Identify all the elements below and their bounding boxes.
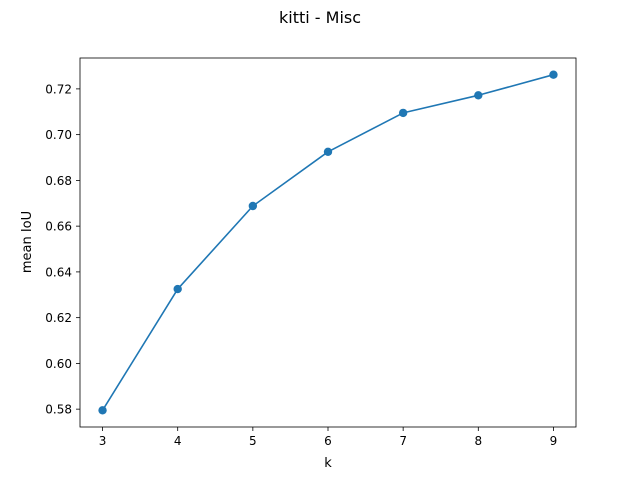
y-tick-label: 0.68 xyxy=(45,174,72,188)
x-axis-label: k xyxy=(324,456,332,471)
y-tick-label: 0.72 xyxy=(45,82,72,96)
axes-frame xyxy=(79,57,577,428)
y-tick-label: 0.70 xyxy=(45,128,72,142)
x-tick-label: 8 xyxy=(474,434,482,448)
x-tick-label: 6 xyxy=(324,434,332,448)
y-axis-label: mean IoU xyxy=(20,211,35,273)
data-point xyxy=(173,284,182,294)
data-point xyxy=(98,406,107,415)
y-tick-label: 0.62 xyxy=(45,311,72,325)
x-tick-label: 7 xyxy=(399,434,407,448)
y-tick-label: 0.64 xyxy=(45,265,72,279)
y-tick-label: 0.66 xyxy=(45,220,72,234)
data-point xyxy=(398,108,408,118)
x-tick-label: 5 xyxy=(249,434,257,448)
data-point xyxy=(323,147,333,156)
y-tick-label: 0.58 xyxy=(45,403,72,417)
data-point xyxy=(549,70,558,79)
data-point xyxy=(248,201,258,211)
x-tick-label: 9 xyxy=(550,434,558,448)
chart-title: kitti - Misc xyxy=(279,8,361,27)
data-point xyxy=(474,91,483,100)
x-tick-label: 4 xyxy=(174,434,182,448)
plot-area: 3 4 5 6 7 8 9 0.58 0.60 0.62 0.64 0.66 0.68 0.70 0.72 xyxy=(45,57,577,448)
x-tick-label: 3 xyxy=(99,434,107,448)
y-tick-label: 0.60 xyxy=(45,357,72,371)
